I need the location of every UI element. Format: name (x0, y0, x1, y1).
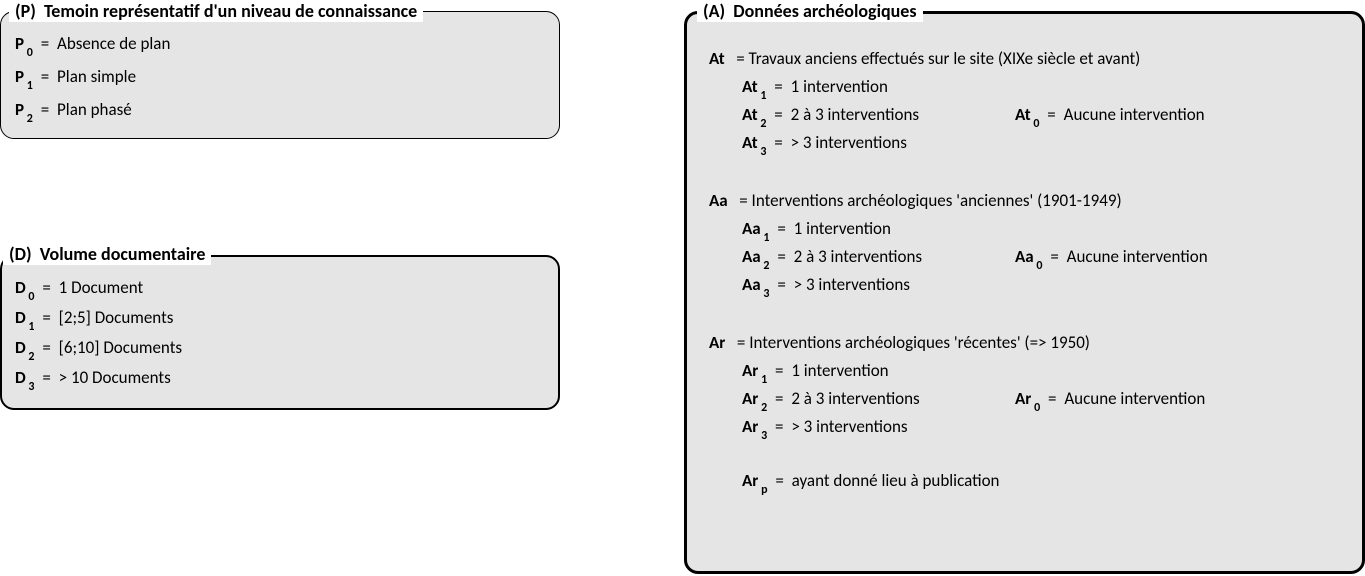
panel-a-group-2-row-2: Ar 3 = > 3 interventions (742, 416, 908, 440)
panel-a-group-2-side: Ar 0 = Aucune intervention (1015, 388, 1205, 412)
panel-d-title: (D) Volume documentaire (3, 243, 211, 265)
panel-a-group-1-row-0: Aa 1 = 1 intervention (742, 218, 891, 242)
panel-d-row-2: D 2 = [6;10] Documents (15, 337, 182, 361)
panel-d-row-0: D 0 = 1 Document (15, 277, 143, 301)
panel-p-title-text: Temoin représentatif d'un niveau de conn… (44, 0, 417, 22)
panel-p-row-2: P 2 = Plan phasé (15, 99, 132, 123)
panel-a-prefix: (A) (703, 0, 725, 22)
panel-a-group-0-row-1: At 2 = 2 à 3 interventions (742, 104, 919, 128)
panel-a-group-0-row-0: At 1 = 1 intervention (742, 76, 888, 100)
panel-a-group-2-row-0: Ar 1 = 1 intervention (742, 360, 889, 384)
panel-p-prefix: (P) (15, 0, 36, 22)
panel-a-title: (A) Données archéologiques (697, 0, 923, 22)
panel-a-group-1-head: Aa = Interventions archéologiques 'ancie… (709, 190, 1122, 211)
panel-a-footer: Ar p = ayant donné lieu à publication (742, 470, 999, 494)
diagram-canvas: (P) Temoin représentatif d'un niveau de … (0, 0, 1365, 576)
panel-a-group-0-head: At = Travaux anciens effectués sur le si… (709, 48, 1140, 69)
panel-p-title: (P) Temoin représentatif d'un niveau de … (9, 0, 423, 22)
panel-a-group-1-row-2: Aa 3 = > 3 interventions (742, 274, 910, 298)
panel-a-group-0-side: At 0 = Aucune intervention (1015, 104, 1205, 128)
panel-a-group-2-row-1: Ar 2 = 2 à 3 interventions (742, 388, 920, 412)
panel-p-row-1: P 1 = Plan simple (15, 66, 136, 90)
panel-d-prefix: (D) (9, 243, 32, 265)
panel-d-title-text: Volume documentaire (40, 243, 206, 265)
panel-d-row-1: D 1 = [2;5] Documents (15, 307, 173, 331)
panel-a-group-1-side: Aa 0 = Aucune intervention (1015, 246, 1208, 270)
panel-p-row-0: P 0 = Absence de plan (15, 33, 170, 57)
panel-a-group-2-head: Ar = Interventions archéologiques 'récen… (709, 332, 1090, 353)
panel-a-title-text: Données archéologiques (733, 0, 916, 22)
panel-d-row-3: D 3 = > 10 Documents (15, 367, 171, 391)
panel-a-group-1-row-1: Aa 2 = 2 à 3 interventions (742, 246, 922, 270)
panel-a-group-0-row-2: At 3 = > 3 interventions (742, 132, 907, 156)
